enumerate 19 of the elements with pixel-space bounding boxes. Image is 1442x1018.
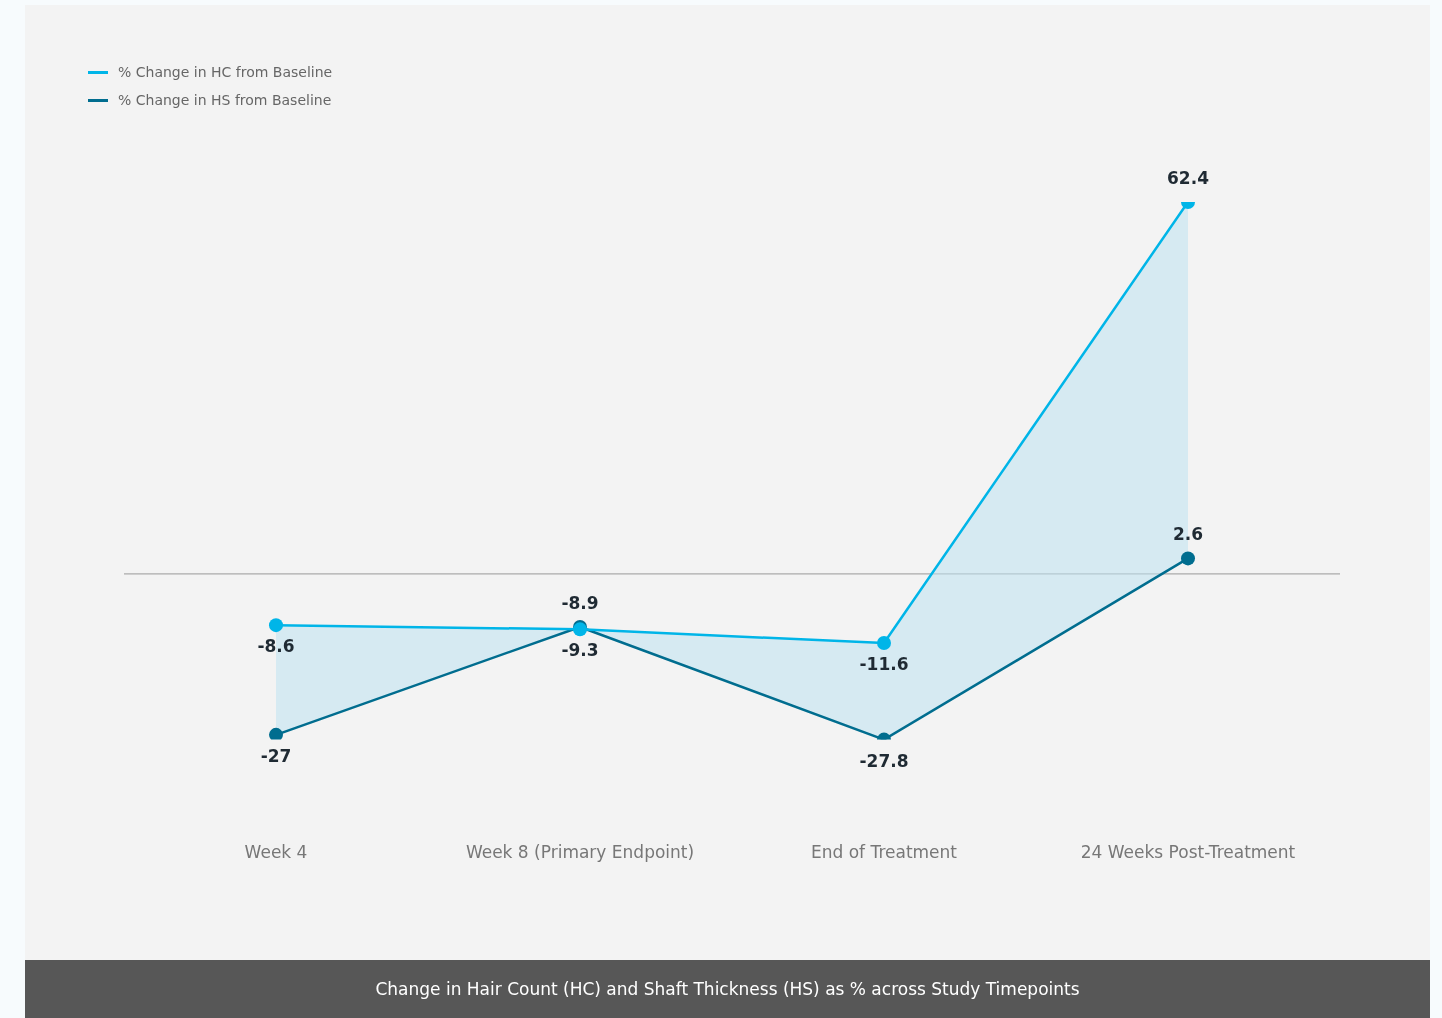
data-label: -11.6 <box>859 653 909 674</box>
legend-label: % Change in HS from Baseline <box>118 92 332 108</box>
x-tick-label: Week 4 <box>244 842 308 863</box>
point <box>1181 551 1195 566</box>
data-label: -27.8 <box>859 750 909 771</box>
point <box>877 636 891 651</box>
legend-label: % Change in HC from Baseline <box>118 64 333 80</box>
data-label: 2.6 <box>1172 524 1204 545</box>
point <box>269 618 283 633</box>
x-tick-label: Week 8 (Primary Endpoint) <box>465 842 695 863</box>
data-label: 62.4 <box>1167 167 1210 188</box>
data-label: -8.6 <box>257 636 295 657</box>
text: Change in Hair Count (HC) and Shaft Thickness (HS) as % across Study Timepoints <box>25 960 1430 1018</box>
data-label: -8.9 <box>561 592 599 613</box>
point <box>269 727 283 740</box>
x-tick-label: 24 Weeks Post-Treatment <box>1080 842 1296 863</box>
x-tick-label: End of Treatment <box>810 842 958 863</box>
data-label: -9.3 <box>561 640 599 661</box>
data-label: -27 <box>260 745 292 766</box>
